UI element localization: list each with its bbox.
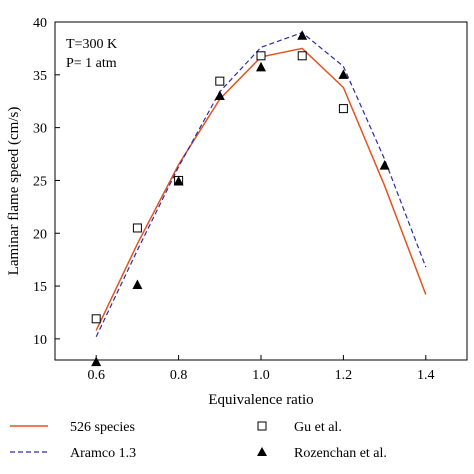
series-line-526-species xyxy=(95,47,427,331)
legend-marker-gu xyxy=(257,421,267,431)
x-tick-label: 0.8 xyxy=(170,368,188,383)
x-tick-label: 0.6 xyxy=(87,368,105,383)
x-axis-label: Equivalence ratio xyxy=(208,392,313,408)
x-tick-label: 1.0 xyxy=(252,368,270,383)
annotation-temperature: T=300 K xyxy=(66,37,117,52)
point-rozenchan-et-al xyxy=(297,30,308,40)
point-gu-et-al xyxy=(297,51,307,61)
point-gu-et-al xyxy=(91,314,101,324)
point-rozenchan-et-al xyxy=(132,279,143,290)
y-tick-label: 35 xyxy=(33,69,47,84)
x-tick-label: 1.2 xyxy=(335,368,353,383)
legend-label-526-species: 526 species xyxy=(70,420,135,435)
y-tick-label: 20 xyxy=(33,227,47,242)
point-gu-et-al xyxy=(256,51,266,61)
y-tick-label: 10 xyxy=(33,333,47,348)
y-tick-label: 15 xyxy=(33,280,47,295)
point-rozenchan-et-al xyxy=(173,175,184,186)
y-axis-ticks: 10 15 20 25 30 35 40 xyxy=(33,16,60,348)
legend-label-aramco: Aramco 1.3 xyxy=(70,446,136,461)
annotation-pressure: P= 1 atm xyxy=(66,56,117,71)
point-rozenchan-et-al xyxy=(256,61,266,72)
y-tick-label: 25 xyxy=(33,174,47,189)
legend: 526 species Aramco 1.3 Gu et al. Rozench… xyxy=(10,420,387,461)
point-rozenchan-et-al xyxy=(338,69,349,79)
x-axis-ticks: 0.6 0.8 1.0 1.2 1.4 xyxy=(87,355,435,383)
x-tick-label: 1.4 xyxy=(417,368,435,383)
legend-label-gu: Gu et al. xyxy=(294,420,342,435)
y-tick-label: 30 xyxy=(33,122,47,137)
y-axis-label: Laminar flame speed (cm/s) xyxy=(6,107,22,276)
series-line-aramco-1-3 xyxy=(95,31,427,338)
point-rozenchan-et-al xyxy=(214,90,225,100)
plot-frame xyxy=(54,21,468,361)
point-rozenchan-et-al xyxy=(91,356,102,367)
point-gu-et-al xyxy=(215,76,225,86)
y-tick-label: 40 xyxy=(33,16,47,31)
point-rozenchan-et-al xyxy=(379,160,390,170)
series-layer xyxy=(91,30,427,367)
point-gu-et-al xyxy=(132,223,142,233)
point-gu-et-al xyxy=(338,104,348,114)
legend-label-rozenchan: Rozenchan et al. xyxy=(294,446,387,461)
legend-marker-rozenchan xyxy=(257,447,267,456)
